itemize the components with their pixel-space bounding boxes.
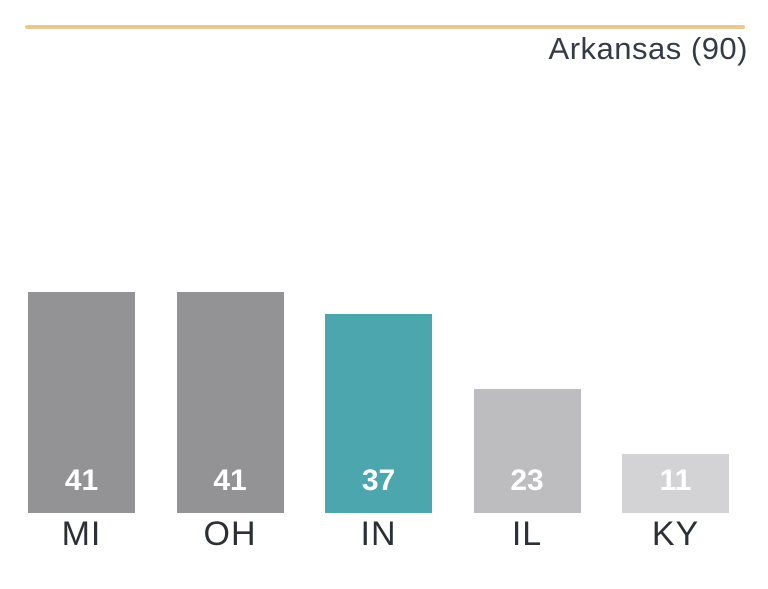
- bar-value-label-OH: 41: [213, 464, 247, 497]
- category-label-KY: KY: [651, 515, 700, 553]
- bar-value-label-IL: 23: [510, 464, 544, 497]
- bar-value-label-MI: 41: [64, 464, 99, 497]
- bar-MI: 41: [28, 292, 135, 513]
- category-label-IL: IL: [511, 515, 543, 553]
- category-label-MI: MI: [61, 515, 102, 553]
- bar-value-label-IN: 37: [361, 464, 396, 497]
- top-rule: [25, 25, 745, 29]
- category-label-IN: IN: [360, 515, 397, 553]
- bar-IN: 37: [325, 314, 432, 513]
- bar-KY: 11: [622, 454, 729, 513]
- bar-value-label-KY: 11: [659, 464, 692, 497]
- bar-OH: 41: [176, 292, 284, 513]
- category-label-OH: OH: [203, 515, 257, 553]
- bar-IL: 23: [473, 389, 581, 513]
- chart-title: Arkansas (90): [548, 31, 748, 66]
